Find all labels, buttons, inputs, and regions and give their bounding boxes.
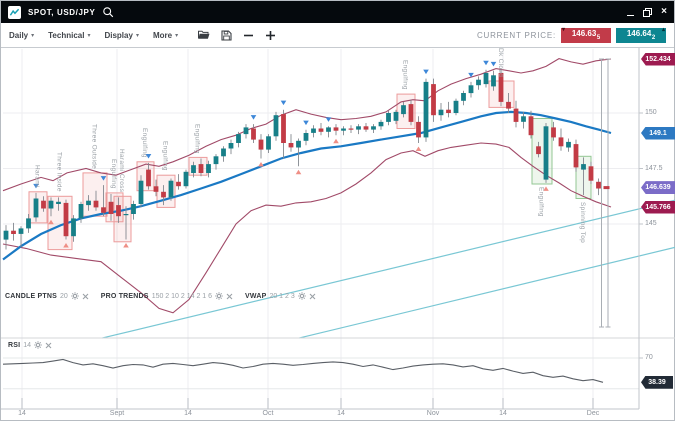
rsi-pane[interactable]: [1, 339, 639, 401]
close-button[interactable]: ×: [661, 6, 667, 17]
close-icon[interactable]: [82, 293, 89, 300]
indicator-name: CANDLE PTNS: [5, 292, 57, 300]
close-icon[interactable]: [226, 293, 233, 300]
pattern-label: Engulfing: [537, 187, 545, 217]
price-badge: 146.639: [641, 181, 675, 195]
time-axis-label: Oct: [262, 410, 274, 417]
time-axis-label: 14: [499, 410, 507, 417]
indicator-pill-pro-trends[interactable]: PRO TRENDS 150 2 10 2 14 2 1 6: [101, 292, 233, 300]
time-axis-label: Nov: [426, 410, 440, 417]
range-slider[interactable]: [598, 58, 611, 328]
price-tick-label: 147.5: [645, 164, 663, 172]
price-badge: 152.434: [641, 52, 675, 66]
window-titlebar: SPOT, USD/JPY ×: [1, 1, 674, 23]
bid-price-badge: ▾ 146.635: [561, 26, 611, 43]
time-axis-label: 14: [184, 410, 192, 417]
pattern-label: Three Outside: [90, 123, 98, 169]
indicator-params: 14: [23, 341, 32, 349]
pattern-label: Engulfing: [141, 128, 148, 158]
time-axis-label: Sept: [109, 410, 125, 417]
pattern-label: Spinning Top: [579, 201, 586, 243]
ask-price-badge: 146.642 ▴: [616, 26, 666, 43]
menu-technical[interactable]: Technical ▾: [48, 30, 91, 40]
window-title: SPOT, USD/JPY: [28, 7, 96, 17]
rsi-value-badge: 38.39: [641, 375, 673, 389]
chevron-down-icon: ▾: [135, 32, 139, 39]
toolbar: Daily ▾ Technical ▾ Display ▾ More ▾ C: [1, 23, 674, 48]
rsi-tick-label: 70: [645, 354, 653, 361]
app-logo-chart-icon: [8, 5, 21, 19]
pattern-label: Dk Cloud: [497, 47, 504, 77]
price-up-icon: ▴: [661, 26, 665, 33]
time-axis-label: Dec: [586, 410, 600, 417]
menu-display[interactable]: Display ▾: [104, 30, 139, 40]
price-tick-label: 145: [645, 220, 657, 227]
rsi-legend: RSI 14: [8, 341, 52, 349]
zoom-in-icon[interactable]: [265, 30, 276, 41]
indicator-legend: CANDLE PTNS 20 PRO TRENDS 150 2 10 2 14 2 1…: [5, 292, 316, 300]
indicator-pill-vwap[interactable]: VWAP 20 1 2 3: [245, 292, 316, 300]
pattern-label: Harami Cross: [118, 148, 125, 193]
gear-icon[interactable]: [215, 292, 223, 300]
pattern-label: Engulfing: [401, 60, 409, 91]
pattern-label: Engulfing: [110, 159, 117, 189]
gear-icon[interactable]: [297, 292, 306, 300]
indicator-name: VWAP: [245, 292, 267, 300]
indicator-params: 20 1 2 3: [269, 292, 295, 300]
current-price-label: CURRENT PRICE:: [476, 30, 556, 40]
time-axis[interactable]: [1, 401, 639, 419]
price-badge: 149.1: [641, 126, 675, 140]
menu-daily[interactable]: Daily ▾: [9, 30, 35, 40]
price-down-icon: ▾: [562, 26, 566, 33]
zoom-out-icon[interactable]: [243, 30, 254, 41]
close-icon[interactable]: [309, 293, 316, 300]
search-icon[interactable]: [102, 6, 115, 19]
open-folder-icon[interactable]: [198, 30, 210, 40]
price-tick-label: 150: [645, 109, 657, 116]
indicator-params: 20: [59, 292, 68, 300]
time-axis-label: 14: [18, 410, 26, 417]
indicator-pill-rsi[interactable]: RSI 14: [8, 341, 52, 349]
save-icon[interactable]: [221, 29, 232, 41]
restore-button[interactable]: [643, 7, 653, 17]
indicator-params: 150 2 10 2 14 2 1 6: [151, 292, 213, 300]
menu-more[interactable]: More ▾: [152, 30, 179, 40]
price-badge: 145.766: [641, 200, 675, 214]
indicator-pill-candle-ptns[interactable]: CANDLE PTNS 20: [5, 292, 89, 300]
indicator-name: RSI: [8, 341, 21, 349]
indicator-name: PRO TRENDS: [100, 292, 149, 300]
close-icon[interactable]: [45, 342, 52, 349]
chevron-down-icon: ▾: [175, 32, 179, 39]
minimize-button[interactable]: [627, 9, 635, 16]
gear-icon[interactable]: [34, 341, 42, 349]
chevron-down-icon: ▾: [31, 32, 35, 39]
chevron-down-icon: ▾: [87, 32, 91, 39]
pattern-label: Engulfing: [161, 141, 169, 172]
pattern-label: Engulfing: [193, 123, 201, 154]
pattern-label: Three Inside: [55, 152, 63, 193]
gear-icon[interactable]: [70, 292, 79, 300]
time-axis-label: 14: [337, 410, 345, 417]
pattern-label: Harami: [33, 165, 41, 188]
